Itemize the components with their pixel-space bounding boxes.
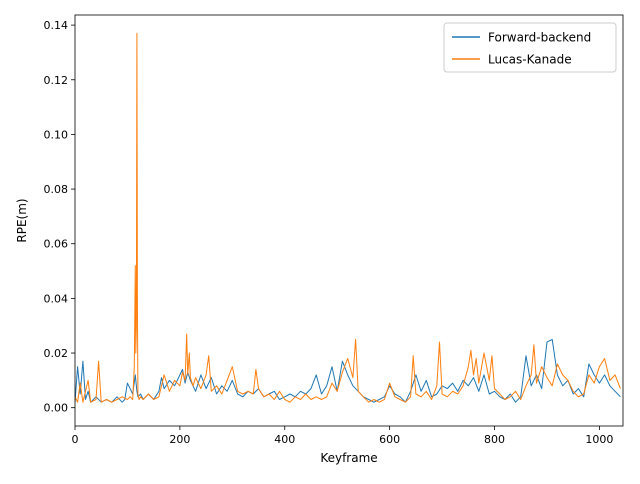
y-tick-label: 0.12: [44, 74, 69, 87]
legend-box: [443, 22, 617, 73]
x-tick-label: 600: [379, 433, 400, 446]
x-axis-label: Keyframe: [320, 451, 377, 465]
y-axis-ticks: 0.00 0.02 0.04 0.06 0.08 0.10 0.12 0.14: [44, 19, 75, 415]
x-tick-label: 400: [274, 433, 295, 446]
series-lines: [75, 32, 621, 403]
y-tick-label: 0.08: [44, 183, 69, 196]
y-tick-label: 0.14: [44, 19, 69, 32]
y-tick-label: 0.04: [44, 292, 69, 305]
y-axis-label: RPE(m): [15, 198, 29, 242]
x-tick-label: 1000: [585, 433, 613, 446]
legend-label-lucas-kanade: Lucas-Kanade: [488, 53, 572, 67]
x-tick-label: 0: [72, 433, 79, 446]
axes-frame: [74, 14, 624, 427]
y-tick-label: 0.06: [44, 238, 69, 251]
x-axis-ticks: 0 200 400 600 800 1000: [72, 426, 613, 446]
y-tick-label: 0.02: [44, 347, 69, 360]
series-line-forward-backend: [75, 338, 621, 403]
x-tick-label: 800: [484, 433, 505, 446]
x-tick-label: 200: [169, 433, 190, 446]
y-tick-label: 0.00: [44, 402, 69, 415]
y-tick-label: 0.10: [44, 128, 69, 141]
legend: Forward-backend Lucas-Kanade: [443, 22, 617, 73]
series-line-lucas-kanade: [75, 32, 621, 403]
legend-label-forward-backend: Forward-backend: [488, 31, 591, 45]
